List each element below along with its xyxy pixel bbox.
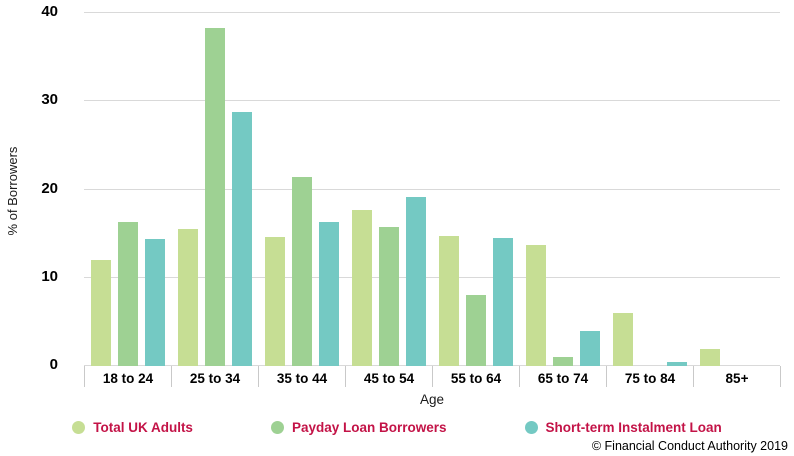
- bar-group: [519, 13, 606, 366]
- x-tick-label: 75 to 84: [607, 366, 694, 387]
- legend-label: Payday Loan Borrowers: [291, 419, 447, 435]
- y-tick-label-10: 10: [41, 267, 58, 285]
- bar: [666, 361, 687, 366]
- copyright-text: © Financial Conduct Authority 2019: [591, 439, 788, 453]
- y-tick-label-20: 20: [41, 179, 58, 197]
- legend: Total UK Adults Payday Loan Borrowers Shor…: [0, 416, 794, 438]
- x-axis-category-band: 18 to 24 25 to 34 35 to 44 45 to 54 55 to 64…: [84, 366, 781, 387]
- bar-group: [432, 13, 519, 366]
- x-tick-label: 65 to 74: [520, 366, 607, 387]
- bar: [525, 245, 546, 366]
- y-axis-label: % of Borrowers: [5, 146, 20, 236]
- x-tick-label: 45 to 54: [346, 366, 433, 387]
- x-tick-label: 35 to 44: [259, 366, 346, 387]
- bar: [405, 197, 426, 366]
- bar: [231, 111, 252, 366]
- x-axis-label: Age: [419, 392, 445, 407]
- bar: [378, 227, 399, 366]
- bar-group: [345, 13, 432, 366]
- bar: [177, 229, 198, 366]
- legend-item: Short-term Instalment Loan: [524, 419, 722, 435]
- bar-group: [606, 13, 693, 366]
- gridline-20: [84, 188, 780, 190]
- gridline-0: [84, 365, 780, 366]
- bar: [699, 349, 720, 366]
- y-tick-label-40: 40: [41, 3, 58, 20]
- y-tick-label-30: 30: [41, 91, 58, 109]
- bar: [579, 330, 600, 366]
- legend-label: Total UK Adults: [93, 419, 193, 435]
- bar: [351, 209, 372, 366]
- gridline-40: [84, 12, 780, 13]
- bar: [318, 222, 339, 366]
- bar: [438, 236, 459, 366]
- x-tick-label: 25 to 34: [172, 366, 259, 387]
- bar-groups: [84, 13, 780, 366]
- legend-marker-icon: [270, 420, 284, 434]
- bar: [492, 238, 513, 366]
- plot-area: [84, 12, 780, 366]
- bar-group: [693, 13, 780, 366]
- bar-group: [258, 13, 345, 366]
- x-tick-label: 55 to 64: [433, 366, 520, 387]
- y-tick-label-0: 0: [49, 356, 58, 373]
- legend-item: Total UK Adults: [72, 420, 193, 435]
- gridline-30: [84, 100, 780, 102]
- bar-group: [84, 13, 171, 366]
- bar: [144, 238, 165, 366]
- bar: [291, 177, 312, 366]
- bar-group: [171, 13, 258, 366]
- bar: [612, 313, 633, 366]
- x-tick-label: 18 to 24: [85, 366, 172, 387]
- bar: [465, 295, 486, 366]
- legend-item: Payday Loan Borrowers: [270, 419, 447, 435]
- x-tick-label: 85+: [694, 366, 781, 387]
- bar: [90, 260, 111, 366]
- legend-label: Short-term Instalment Loan: [545, 419, 722, 435]
- bar: [552, 357, 573, 366]
- legend-marker-icon: [72, 420, 86, 434]
- bar: [264, 237, 285, 366]
- legend-marker-icon: [524, 420, 538, 434]
- gridline-10: [84, 276, 780, 278]
- bar: [117, 222, 138, 366]
- bar: [204, 28, 225, 366]
